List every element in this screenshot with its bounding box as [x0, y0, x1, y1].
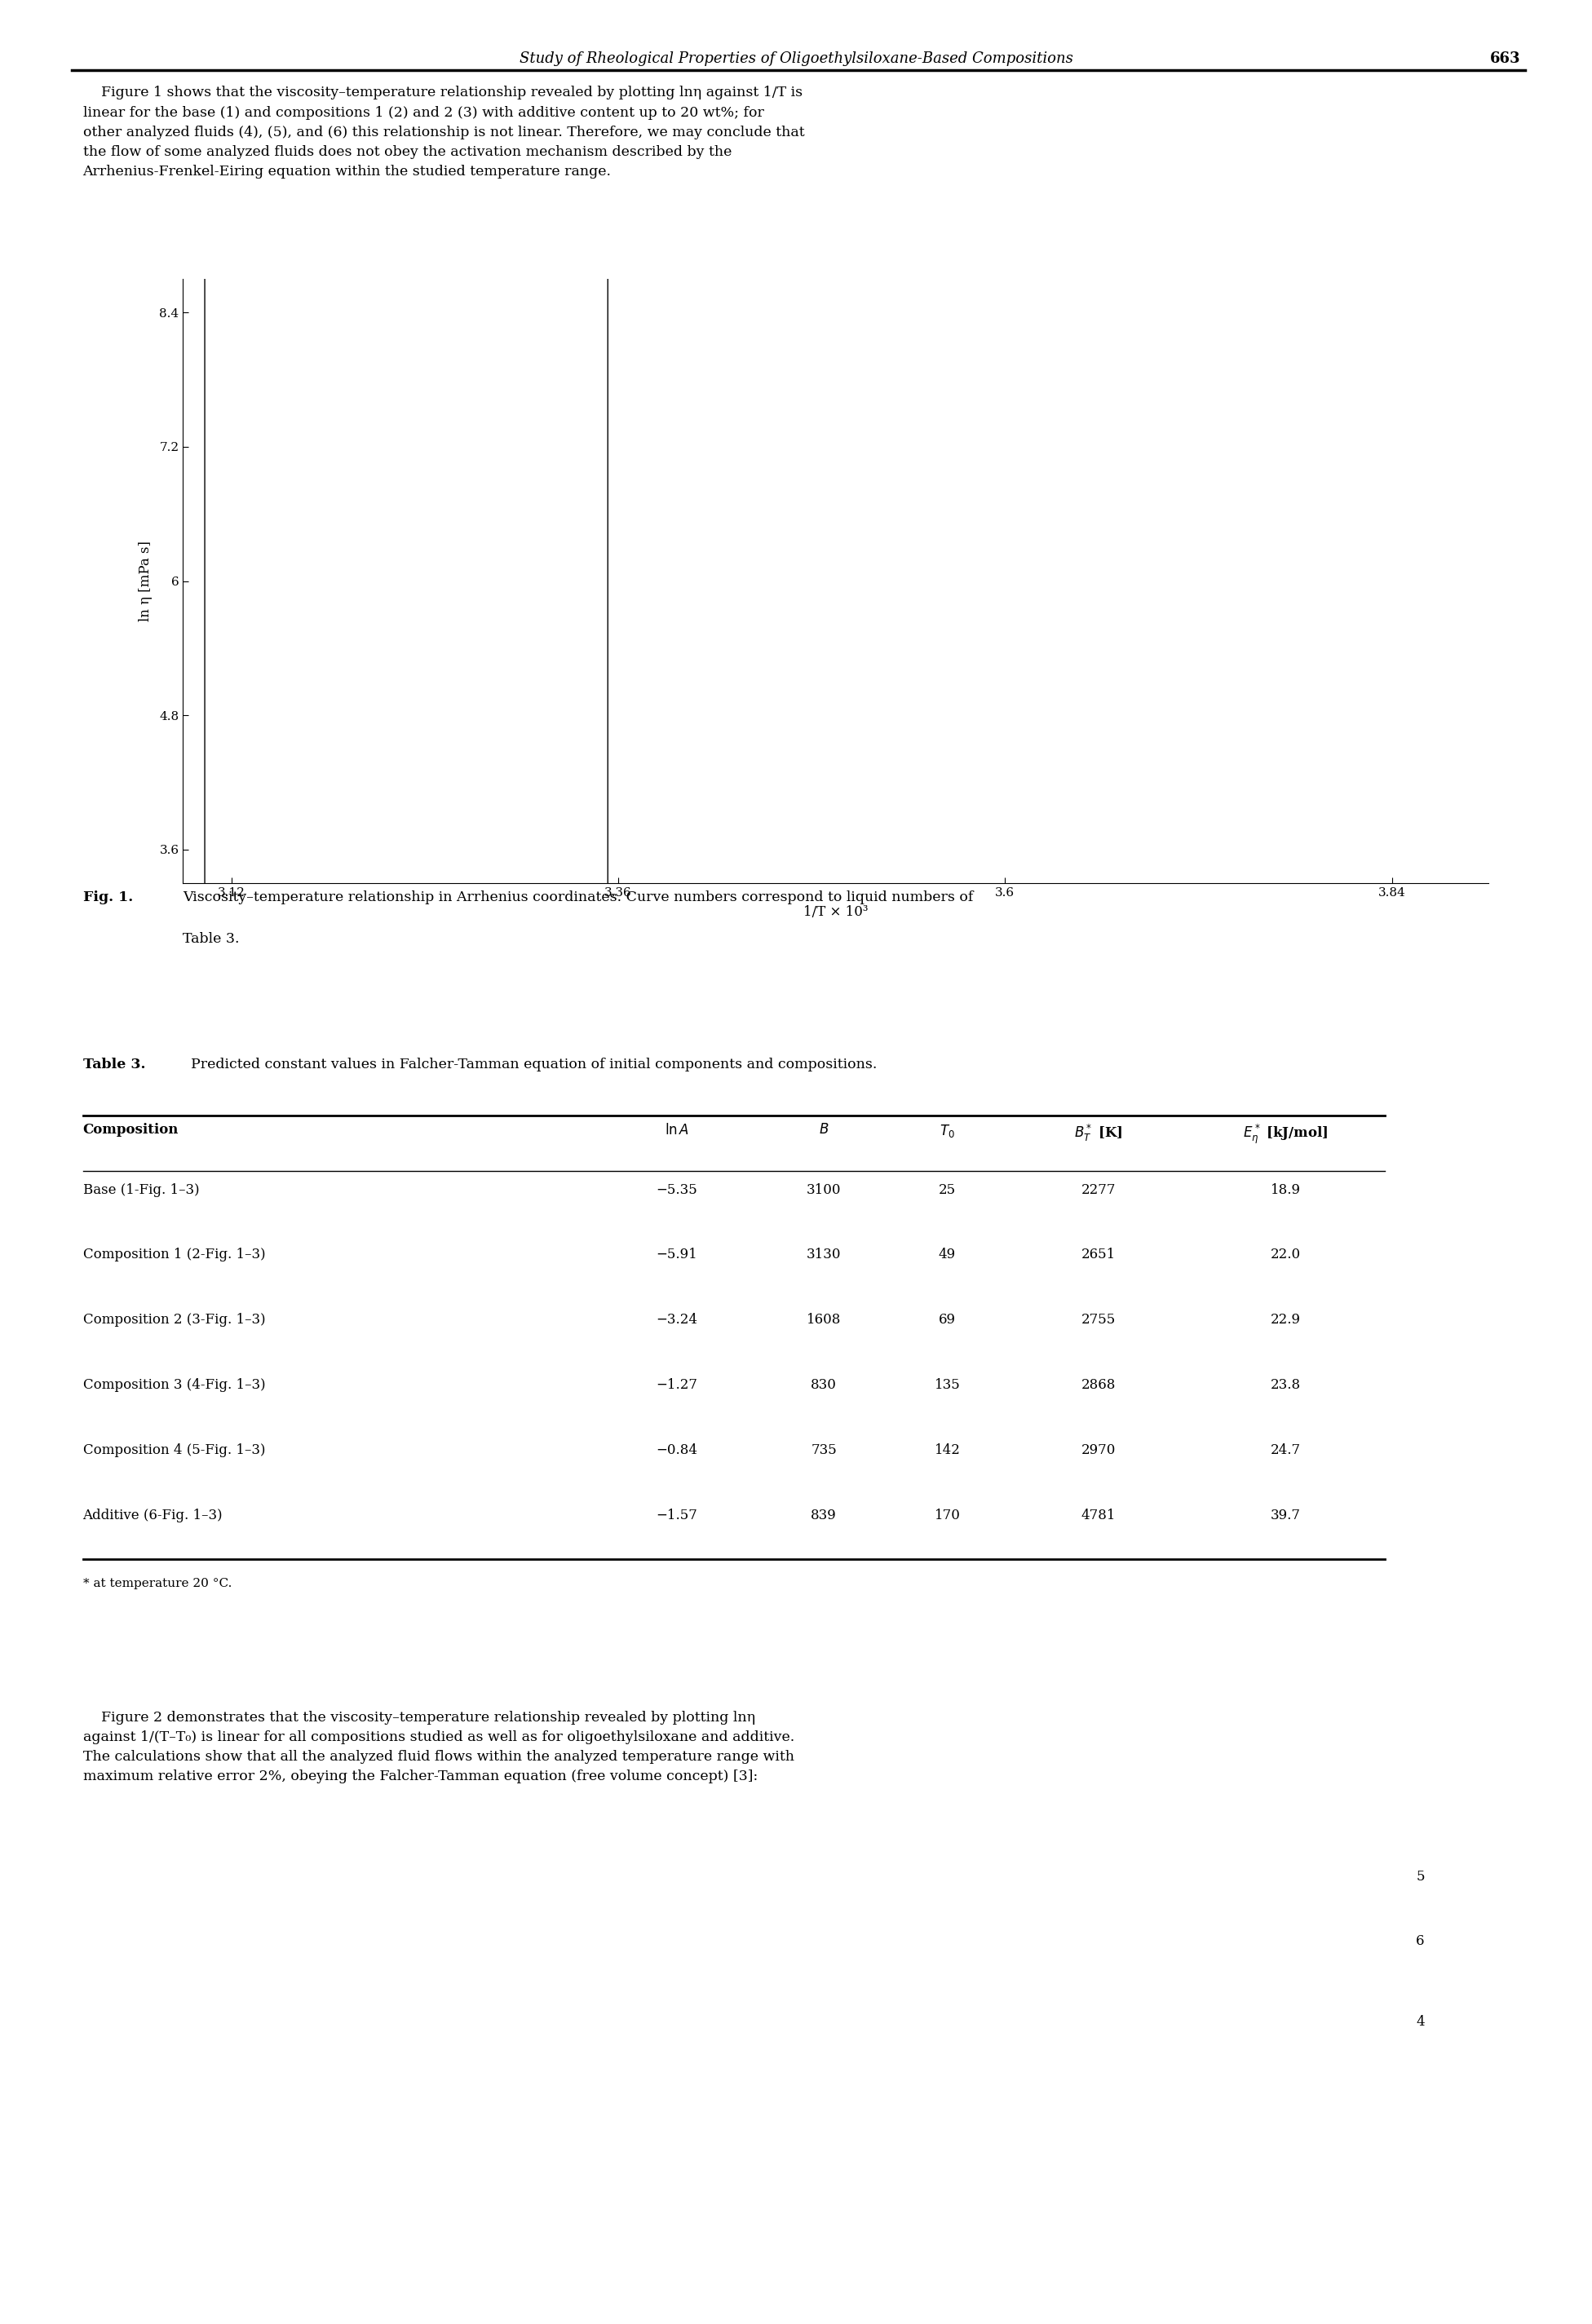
Text: $B$: $B$ [818, 1122, 829, 1136]
Text: 4: 4 [1415, 2015, 1425, 2029]
Text: Additive (6-Fig. 1–3): Additive (6-Fig. 1–3) [83, 1508, 223, 1522]
Text: 1608: 1608 [807, 1313, 841, 1327]
Text: 2970: 2970 [1081, 1443, 1116, 1457]
Text: 24.7: 24.7 [1270, 1443, 1301, 1457]
Text: 6: 6 [1415, 1934, 1425, 1948]
Text: $T_0$: $T_0$ [939, 1122, 955, 1139]
Text: Viscosity–temperature relationship in Arrhenius coordinates. Curve numbers corre: Viscosity–temperature relationship in Ar… [183, 890, 974, 904]
Text: 5: 5 [1415, 1871, 1425, 1885]
Text: $E_\eta^*$ [kJ/mol]: $E_\eta^*$ [kJ/mol] [1243, 1122, 1328, 1146]
Text: 2277: 2277 [1081, 1183, 1116, 1197]
Text: 25: 25 [939, 1183, 955, 1197]
Text: Composition 3 (4-Fig. 1–3): Composition 3 (4-Fig. 1–3) [83, 1378, 266, 1392]
Text: 2651: 2651 [1081, 1248, 1116, 1262]
Text: Predicted constant values in Falcher-Tamman equation of initial components and c: Predicted constant values in Falcher-Tam… [191, 1057, 877, 1071]
Text: 69: 69 [939, 1313, 955, 1327]
Text: 135: 135 [935, 1378, 960, 1392]
Text: 22.9: 22.9 [1270, 1313, 1301, 1327]
Text: −0.84: −0.84 [656, 1443, 697, 1457]
Text: $B_T^*$ [K]: $B_T^*$ [K] [1075, 1122, 1122, 1143]
Text: Figure 2 demonstrates that the viscosity–temperature relationship revealed by pl: Figure 2 demonstrates that the viscosity… [83, 1710, 794, 1783]
Text: −5.91: −5.91 [656, 1248, 697, 1262]
Text: Composition 4 (5-Fig. 1–3): Composition 4 (5-Fig. 1–3) [83, 1443, 264, 1457]
Text: Fig. 1.: Fig. 1. [83, 890, 132, 904]
Text: 142: 142 [935, 1443, 960, 1457]
Text: Figure 1 shows that the viscosity–temperature relationship revealed by plotting : Figure 1 shows that the viscosity–temper… [83, 86, 804, 179]
Text: 4781: 4781 [1081, 1508, 1116, 1522]
Text: 3100: 3100 [807, 1183, 841, 1197]
Y-axis label: ln η [mPa s]: ln η [mPa s] [139, 541, 153, 621]
Text: 2755: 2755 [1081, 1313, 1116, 1327]
Text: 3130: 3130 [807, 1248, 841, 1262]
Text: Composition 2 (3-Fig. 1–3): Composition 2 (3-Fig. 1–3) [83, 1313, 266, 1327]
Text: Study of Rheological Properties of Oligoethylsiloxane-Based Compositions: Study of Rheological Properties of Oligo… [519, 51, 1073, 65]
Text: Composition: Composition [83, 1122, 178, 1136]
Text: 735: 735 [810, 1443, 837, 1457]
Text: Table 3.: Table 3. [183, 932, 240, 946]
Text: 839: 839 [810, 1508, 837, 1522]
Text: 830: 830 [810, 1378, 837, 1392]
Text: 18.9: 18.9 [1270, 1183, 1301, 1197]
X-axis label: 1/T × 10³: 1/T × 10³ [804, 906, 868, 920]
Text: Composition 1 (2-Fig. 1–3): Composition 1 (2-Fig. 1–3) [83, 1248, 266, 1262]
Text: −1.27: −1.27 [656, 1378, 697, 1392]
Text: −5.35: −5.35 [656, 1183, 697, 1197]
Text: $\ln A$: $\ln A$ [664, 1122, 689, 1136]
Text: Table 3.: Table 3. [83, 1057, 145, 1071]
Text: 170: 170 [935, 1508, 960, 1522]
Text: * at temperature 20 °C.: * at temperature 20 °C. [83, 1578, 231, 1590]
Text: −3.24: −3.24 [656, 1313, 697, 1327]
Text: 663: 663 [1490, 51, 1520, 65]
Text: −1.57: −1.57 [656, 1508, 697, 1522]
Text: 2868: 2868 [1081, 1378, 1116, 1392]
Text: 22.0: 22.0 [1270, 1248, 1301, 1262]
Text: 23.8: 23.8 [1270, 1378, 1301, 1392]
Text: 39.7: 39.7 [1270, 1508, 1301, 1522]
Text: 49: 49 [939, 1248, 955, 1262]
Text: Base (1-Fig. 1–3): Base (1-Fig. 1–3) [83, 1183, 199, 1197]
